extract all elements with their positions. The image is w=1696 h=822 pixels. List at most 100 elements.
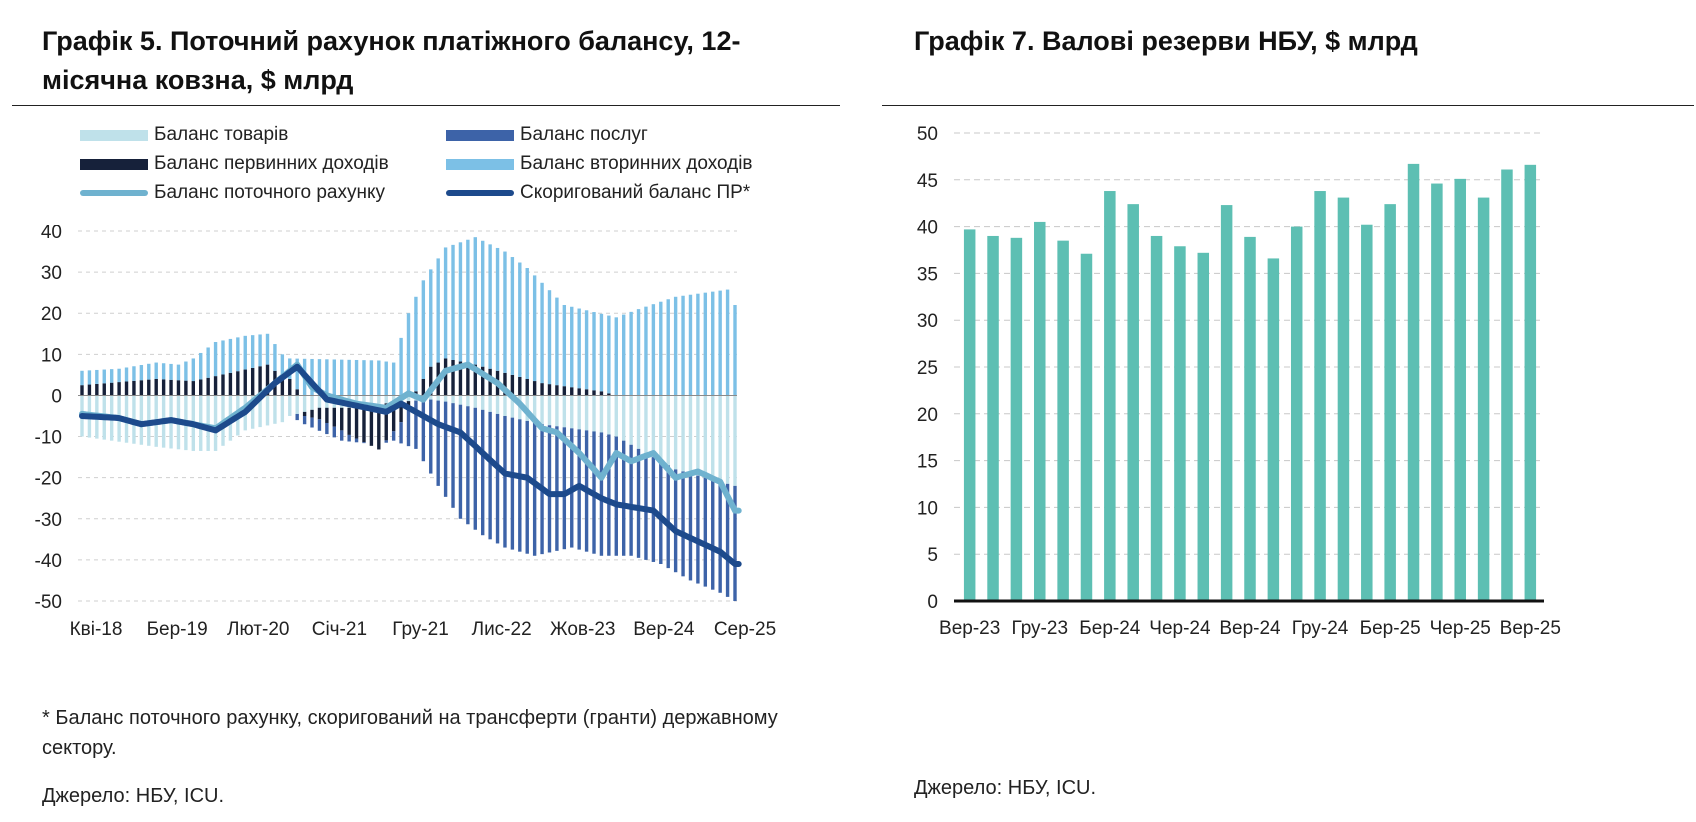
bar-services	[317, 419, 322, 431]
bar-secondary	[154, 362, 158, 379]
bar-goods	[139, 395, 144, 445]
bar-primary	[518, 376, 522, 396]
series-line-adjusted	[79, 363, 742, 567]
bar-services	[532, 422, 537, 556]
bar-primary	[429, 366, 433, 396]
bar-secondary	[139, 365, 144, 381]
y-tick-label: 10	[41, 345, 62, 366]
bar-services	[340, 430, 344, 441]
legend-item-primary: Баланс первинних доходів	[80, 153, 389, 175]
bar-secondary	[607, 315, 611, 394]
bar-secondary	[369, 360, 374, 396]
bar-services	[725, 483, 730, 597]
bar-primary-neg	[391, 402, 396, 432]
bar-reserves-Бер-24	[1104, 191, 1116, 602]
x-tick-label: Вер-24	[633, 619, 695, 640]
bar-primary	[236, 371, 240, 396]
bar-goods	[429, 395, 433, 400]
bar-primary	[221, 374, 225, 396]
legend-item-ca-line: Баланс поточного рахунку	[80, 182, 385, 204]
bar-services	[473, 407, 477, 530]
bar-goods	[718, 395, 722, 482]
bar-goods	[607, 395, 611, 435]
bar-services	[696, 475, 700, 584]
bar-reserves-Тра-25	[1431, 183, 1443, 601]
legend-item-secondary: Баланс вторинних доходів	[446, 153, 753, 175]
bar-primary-neg	[325, 407, 329, 423]
bar-secondary	[206, 347, 210, 378]
y-tick-label: -10	[35, 428, 62, 449]
bar-primary	[547, 384, 552, 396]
bar-primary	[280, 376, 285, 396]
x-tick-label: Гру-23	[1011, 618, 1068, 639]
bar-goods	[681, 395, 685, 472]
bar-secondary	[340, 359, 344, 396]
bar-goods	[532, 395, 537, 423]
bar-secondary	[466, 239, 470, 364]
y-tick-label: 20	[917, 405, 938, 426]
bar-reserves-Лис-23	[1010, 237, 1023, 601]
bar-secondary	[391, 362, 396, 396]
y-tick-label: 15	[917, 452, 938, 473]
bar-goods	[540, 395, 544, 425]
bar-goods	[673, 395, 678, 470]
chart7-source: Джерело: НБУ, ICU.	[914, 777, 1097, 799]
chart7-title-rule	[882, 105, 1694, 106]
bar-secondary	[584, 310, 589, 390]
bar-services	[518, 419, 522, 552]
bar-services	[636, 448, 641, 558]
bar-goods	[584, 395, 589, 431]
bar-primary-neg	[377, 404, 381, 450]
bar-services	[495, 413, 500, 544]
x-tick-label: Вер-25	[1500, 618, 1561, 639]
legend-label-goods: Баланс товарів	[154, 124, 289, 145]
y-tick-label: -40	[35, 551, 62, 572]
y-tick-label: 25	[917, 358, 938, 379]
legend-swatch-secondary	[446, 158, 514, 170]
bar-goods	[288, 395, 292, 416]
bar-goods	[547, 395, 552, 426]
bar-services	[466, 406, 470, 525]
x-tick-label: Сер-25	[714, 619, 776, 640]
bar-goods	[258, 395, 262, 428]
bar-secondary	[228, 338, 233, 373]
y-tick-label: 0	[51, 386, 62, 407]
bar-primary	[191, 381, 196, 396]
bar-services	[614, 436, 618, 556]
bar-primary	[466, 363, 470, 396]
bar-primary-neg	[384, 403, 388, 441]
bar-secondary	[80, 370, 84, 386]
bar-primary	[132, 380, 136, 396]
bar-primary	[176, 380, 181, 396]
bar-secondary	[132, 366, 136, 381]
bar-primary	[555, 385, 559, 396]
bar-secondary	[651, 304, 656, 396]
bar-goods	[696, 395, 700, 476]
bar-services	[362, 442, 366, 444]
bar-goods	[725, 395, 730, 484]
bar-primary	[102, 383, 106, 396]
bar-services	[577, 429, 581, 550]
reserves-panel: Графік 7. Валові резерви НБУ, $ млрд 50 4…	[880, 0, 1696, 822]
bar-secondary	[109, 369, 114, 383]
bar-primary	[443, 358, 448, 396]
bar-secondary	[570, 306, 574, 388]
bar-reserves-Кві-24	[1127, 204, 1139, 602]
bar-secondary	[221, 340, 225, 375]
bar-reserves-Тра-24	[1150, 235, 1163, 601]
bar-services	[666, 465, 670, 569]
bar-primary	[599, 391, 604, 396]
bar-goods	[614, 395, 618, 437]
y-tick-label: 20	[41, 304, 62, 325]
bar-secondary	[87, 370, 92, 385]
bar-primary	[199, 379, 203, 396]
bar-goods	[666, 395, 670, 466]
bar-goods	[488, 395, 492, 412]
bar-primary	[154, 379, 158, 396]
bar-primary	[540, 383, 544, 396]
legend-swatch-primary	[80, 158, 148, 170]
bar-secondary	[325, 359, 329, 396]
bar-goods	[280, 395, 285, 423]
bar-goods	[481, 395, 485, 410]
bar-primary	[570, 387, 574, 396]
